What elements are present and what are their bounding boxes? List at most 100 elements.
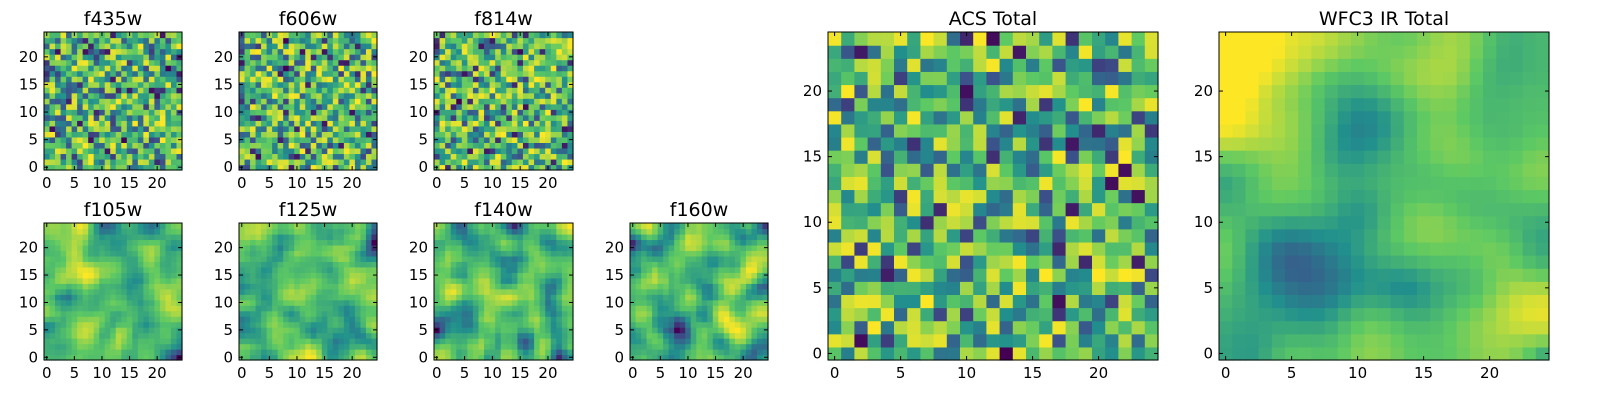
heatmap-cell — [165, 114, 172, 121]
heatmap-cell — [66, 81, 73, 88]
heatmap-cell — [545, 233, 552, 241]
heatmap-cell — [115, 109, 122, 116]
heatmap-cell — [545, 81, 552, 88]
heatmap-cell — [272, 103, 279, 110]
heatmap-cell — [170, 120, 178, 127]
heatmap-cell — [343, 272, 350, 279]
heatmap-cell — [534, 343, 541, 350]
heatmap-cell — [321, 131, 328, 138]
heatmap-cell — [294, 131, 301, 138]
heatmap-cell — [165, 354, 172, 361]
heatmap-cell — [239, 153, 246, 160]
heatmap-cell — [828, 150, 842, 164]
heatmap-cell — [170, 81, 178, 88]
heatmap-cell — [506, 349, 513, 356]
heatmap-cell — [338, 266, 345, 273]
heatmap-cell — [255, 316, 262, 323]
heatmap-cell — [751, 266, 758, 273]
x-tick-label: 5 — [70, 174, 80, 192]
heatmap-cell — [121, 305, 128, 312]
heatmap-cell — [456, 142, 463, 149]
heatmap-cell — [288, 272, 295, 279]
heatmap-cell — [82, 223, 89, 230]
heatmap-cell — [528, 338, 535, 345]
heatmap-cell — [511, 349, 518, 356]
heatmap-cell — [539, 255, 546, 262]
heatmap-cell — [132, 164, 139, 171]
heatmap-cell — [478, 142, 485, 149]
heatmap-cell — [66, 65, 73, 72]
heatmap-cell — [93, 37, 100, 44]
heatmap-cell — [522, 223, 530, 230]
heatmap-cell — [484, 92, 491, 99]
heatmap-cell — [439, 109, 446, 116]
heatmap-cell — [556, 87, 563, 94]
heatmap-cell — [561, 250, 569, 257]
heatmap-cell — [668, 354, 675, 361]
heatmap-cell — [154, 310, 161, 317]
heatmap-cell — [327, 354, 334, 361]
heatmap-cell — [66, 283, 73, 290]
heatmap-cell — [854, 307, 869, 322]
heatmap-cell — [104, 239, 111, 246]
heatmap-cell — [250, 343, 257, 350]
heatmap-cell — [121, 239, 128, 246]
heatmap-cell — [143, 305, 150, 312]
heatmap-cell — [561, 37, 569, 44]
heatmap-cell — [110, 65, 117, 72]
heatmap-cell — [82, 338, 89, 345]
heatmap-cell — [556, 321, 563, 328]
heatmap-cell — [1144, 294, 1159, 309]
heatmap-cell — [349, 65, 356, 72]
heatmap-cell — [365, 305, 373, 312]
heatmap-cell — [99, 244, 106, 251]
heatmap-cell — [299, 103, 306, 110]
heatmap-cell — [272, 120, 279, 127]
heatmap-cell — [360, 233, 367, 241]
heatmap-cell — [159, 305, 167, 312]
heatmap-cell — [545, 316, 552, 323]
heatmap-cell — [734, 244, 741, 251]
heatmap-cell — [266, 272, 273, 279]
heatmap-cell — [88, 250, 95, 257]
heatmap-cell — [456, 244, 463, 251]
heatmap-cell — [679, 294, 686, 301]
heatmap-cell — [115, 43, 122, 50]
heatmap-cell — [305, 158, 312, 166]
heatmap-cell — [266, 59, 273, 66]
heatmap-cell — [729, 266, 736, 273]
heatmap-cell — [110, 266, 117, 273]
heatmap-cell — [1118, 189, 1133, 204]
heatmap-cell — [266, 87, 273, 94]
heatmap-cell — [461, 244, 468, 251]
heatmap-cell — [434, 37, 441, 44]
heatmap-cell — [484, 125, 491, 132]
heatmap-cell — [550, 288, 557, 295]
heatmap-cell — [534, 283, 541, 290]
heatmap-cell — [745, 349, 753, 356]
heatmap-cell — [365, 354, 373, 361]
heatmap-cell — [288, 65, 295, 72]
heatmap-cell — [288, 125, 295, 132]
heatmap-cell — [365, 255, 373, 262]
heatmap-cell — [283, 338, 290, 345]
heatmap-cell — [143, 81, 150, 88]
heatmap-cell — [277, 261, 284, 268]
heatmap-cell — [561, 338, 569, 345]
heatmap-cell — [148, 277, 155, 284]
heatmap-cell — [71, 136, 78, 143]
heatmap-cell — [450, 158, 457, 166]
heatmap-cell — [511, 59, 518, 66]
heatmap-cell — [556, 109, 563, 116]
heatmap-cell — [663, 343, 670, 350]
heatmap-cell — [528, 48, 535, 55]
heatmap-cell — [60, 266, 67, 273]
heatmap-cell — [511, 310, 518, 317]
heatmap-cell — [539, 37, 546, 44]
heatmap-cell — [461, 153, 468, 160]
heatmap-cell — [277, 59, 284, 66]
heatmap-cell — [165, 233, 172, 241]
heatmap-cell — [434, 349, 441, 356]
heatmap-cell — [690, 354, 697, 361]
